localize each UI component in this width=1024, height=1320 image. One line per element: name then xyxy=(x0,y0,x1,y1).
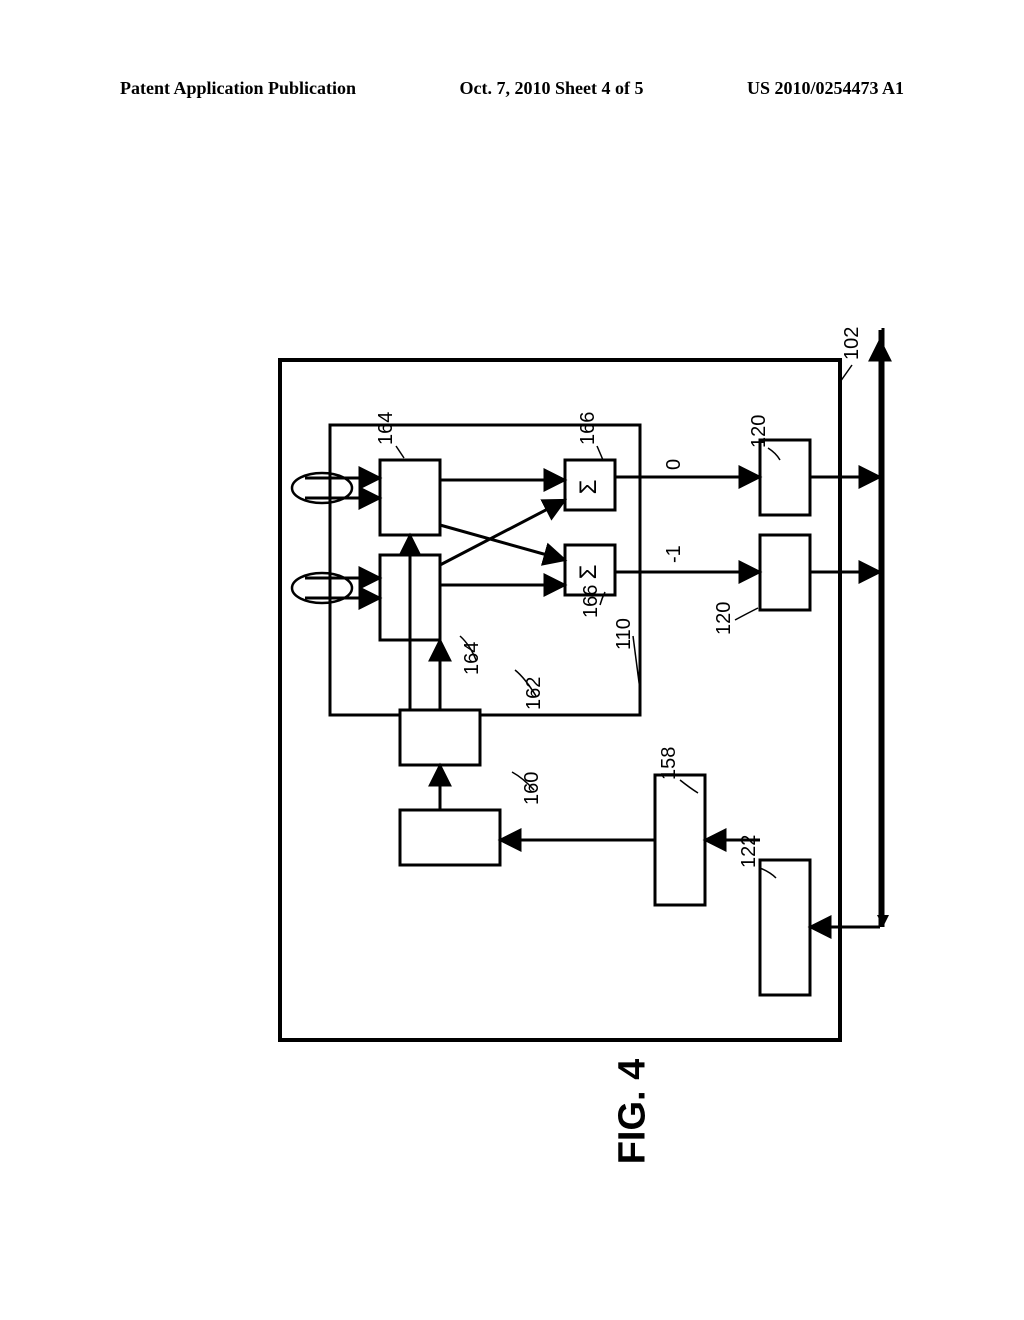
signal-zero: 0 xyxy=(663,459,685,470)
block-proc xyxy=(400,810,500,865)
figure-label: FIG. 4 xyxy=(611,1059,654,1165)
svg-text:166: 166 xyxy=(580,585,602,618)
patent-header: Patent Application Publication Oct. 7, 2… xyxy=(0,78,1024,99)
block-mult1 xyxy=(380,460,440,535)
svg-text:158: 158 xyxy=(658,747,680,780)
header-right: US 2010/0254473 A1 xyxy=(747,78,904,99)
block-tx1 xyxy=(760,440,810,515)
figure-area: Σ Σ xyxy=(100,130,924,1190)
signal-minus-one: -1 xyxy=(663,545,685,563)
sum1-label: Σ xyxy=(575,480,602,495)
svg-text:102: 102 xyxy=(841,327,863,360)
block-tx2 xyxy=(760,535,810,610)
rx-external-in xyxy=(810,330,885,927)
svg-text:110: 110 xyxy=(613,618,635,650)
svg-text:164: 164 xyxy=(461,642,483,675)
block-diagram-svg: Σ Σ xyxy=(100,130,924,1190)
block-coef xyxy=(400,710,480,765)
outer-box xyxy=(280,360,840,1040)
svg-text:122: 122 xyxy=(738,835,760,868)
svg-text:166: 166 xyxy=(577,412,599,445)
block-detect xyxy=(655,775,705,905)
header-center: Oct. 7, 2010 Sheet 4 of 5 xyxy=(460,78,644,99)
svg-text:120: 120 xyxy=(748,415,770,448)
svg-text:164: 164 xyxy=(375,412,397,445)
sum2-label: Σ xyxy=(575,565,602,580)
block-rx xyxy=(760,860,810,995)
header-left: Patent Application Publication xyxy=(120,78,356,99)
svg-text:120: 120 xyxy=(713,602,735,635)
